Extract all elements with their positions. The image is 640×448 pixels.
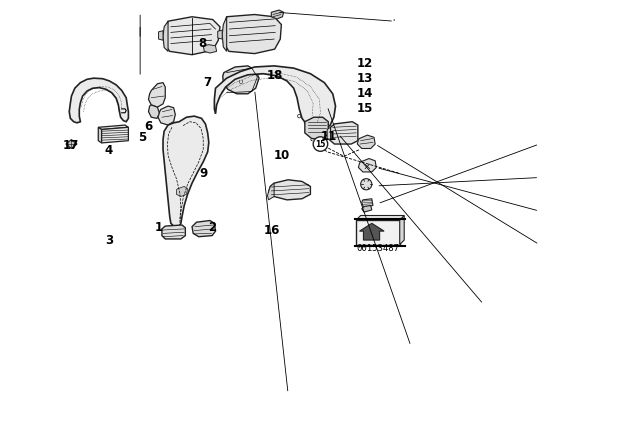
Text: 9: 9 [200, 167, 208, 181]
Text: 16: 16 [264, 224, 280, 237]
Polygon shape [218, 30, 222, 39]
Circle shape [177, 171, 182, 175]
Text: 7: 7 [203, 76, 211, 89]
Circle shape [308, 128, 312, 131]
Polygon shape [148, 105, 159, 118]
Polygon shape [360, 223, 384, 240]
Polygon shape [327, 127, 330, 141]
Circle shape [304, 121, 308, 125]
Polygon shape [362, 199, 373, 208]
Text: 12: 12 [356, 57, 372, 70]
Polygon shape [269, 180, 310, 200]
Polygon shape [159, 31, 163, 40]
Polygon shape [305, 117, 328, 140]
Text: 4: 4 [105, 143, 113, 156]
Text: 14: 14 [356, 87, 372, 100]
Polygon shape [99, 125, 129, 129]
Text: 3: 3 [105, 233, 113, 246]
Polygon shape [158, 106, 175, 125]
Text: 5: 5 [138, 130, 147, 143]
Circle shape [364, 163, 371, 170]
Polygon shape [99, 127, 102, 143]
Circle shape [174, 185, 179, 189]
Polygon shape [358, 159, 376, 172]
Polygon shape [162, 225, 186, 239]
Text: 1: 1 [155, 221, 163, 234]
Text: 00153487: 00153487 [356, 245, 399, 254]
Polygon shape [223, 66, 259, 94]
Polygon shape [222, 17, 227, 52]
Polygon shape [400, 215, 404, 245]
Polygon shape [268, 183, 274, 200]
Text: 13: 13 [356, 72, 372, 85]
Text: 17: 17 [63, 138, 79, 151]
Polygon shape [148, 82, 165, 107]
Polygon shape [356, 220, 400, 245]
Polygon shape [223, 14, 282, 54]
Polygon shape [102, 127, 129, 143]
Polygon shape [69, 78, 129, 123]
Text: 11: 11 [321, 130, 337, 143]
Text: 18: 18 [266, 69, 283, 82]
Text: 6: 6 [144, 120, 152, 133]
Polygon shape [66, 140, 77, 148]
Circle shape [238, 80, 243, 86]
Polygon shape [362, 206, 372, 212]
Polygon shape [357, 135, 375, 148]
Polygon shape [163, 21, 168, 52]
Polygon shape [192, 220, 216, 237]
Polygon shape [204, 45, 216, 53]
Polygon shape [356, 215, 404, 220]
Text: 15: 15 [316, 139, 326, 149]
Text: 10: 10 [274, 149, 291, 162]
Circle shape [298, 114, 301, 118]
Circle shape [313, 137, 328, 151]
Polygon shape [271, 10, 284, 19]
Polygon shape [177, 186, 188, 197]
Text: 8: 8 [198, 37, 206, 50]
Circle shape [361, 179, 372, 190]
Polygon shape [330, 122, 358, 144]
Text: 2: 2 [209, 221, 217, 234]
Polygon shape [163, 116, 209, 226]
Polygon shape [164, 17, 220, 55]
Circle shape [174, 200, 179, 204]
Polygon shape [214, 66, 335, 129]
Text: U: U [239, 80, 243, 85]
Text: 15: 15 [356, 102, 372, 115]
